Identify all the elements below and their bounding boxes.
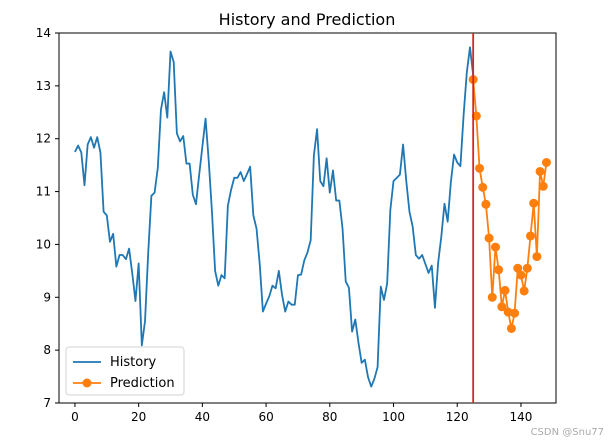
y-tick-label: 11	[36, 185, 51, 199]
watermark: CSDN @Snu77	[530, 427, 604, 438]
data-point-prediction	[529, 198, 539, 208]
y-tick-label: 9	[43, 290, 51, 304]
x-tick-label: 120	[446, 410, 469, 424]
data-point-prediction	[478, 182, 488, 192]
x-tick-label: 40	[195, 410, 210, 424]
data-point-prediction	[513, 263, 523, 273]
data-point-prediction	[535, 166, 545, 176]
data-point-prediction	[481, 199, 491, 209]
x-tick-label: 60	[258, 410, 273, 424]
x-tick-label: 100	[382, 410, 405, 424]
data-point-prediction	[490, 242, 500, 252]
legend-history-label: History	[110, 355, 157, 370]
series-layer	[74, 33, 551, 403]
y-tick-label: 14	[36, 26, 51, 40]
data-point-prediction	[538, 181, 548, 191]
axis-ticks: 0 20 40 60 80 100 120 140 7 8 9 10 11 12 13 14	[36, 26, 533, 424]
chart-title: History and Prediction	[219, 10, 396, 29]
data-point-prediction	[516, 270, 526, 280]
data-point-prediction	[484, 233, 494, 243]
x-tick-label: 0	[71, 410, 79, 424]
legend: History Prediction	[65, 346, 185, 396]
data-point-prediction	[510, 308, 520, 318]
data-point-prediction	[541, 158, 551, 167]
data-point-prediction	[487, 292, 497, 302]
data-point-prediction	[519, 286, 529, 296]
data-point-prediction	[500, 285, 510, 295]
y-tick-label: 12	[36, 132, 51, 146]
data-point-prediction	[497, 302, 507, 312]
x-tick-label: 20	[131, 410, 146, 424]
data-point-prediction	[494, 265, 504, 275]
x-tick-label: 80	[322, 410, 337, 424]
data-point-prediction	[471, 111, 481, 121]
y-tick-label: 10	[36, 237, 51, 251]
data-point-prediction	[475, 163, 485, 173]
y-tick-label: 8	[43, 343, 51, 357]
y-tick-label: 7	[43, 396, 51, 410]
series-line-history	[74, 46, 475, 388]
y-tick-label: 13	[36, 79, 51, 93]
data-point-prediction	[526, 231, 536, 241]
legend-prediction-label: Prediction	[110, 376, 175, 391]
x-tick-label: 140	[510, 410, 533, 424]
legend-prediction-marker	[82, 378, 92, 388]
data-point-prediction	[532, 252, 542, 262]
data-point-prediction	[522, 263, 532, 273]
data-point-prediction	[506, 323, 516, 333]
